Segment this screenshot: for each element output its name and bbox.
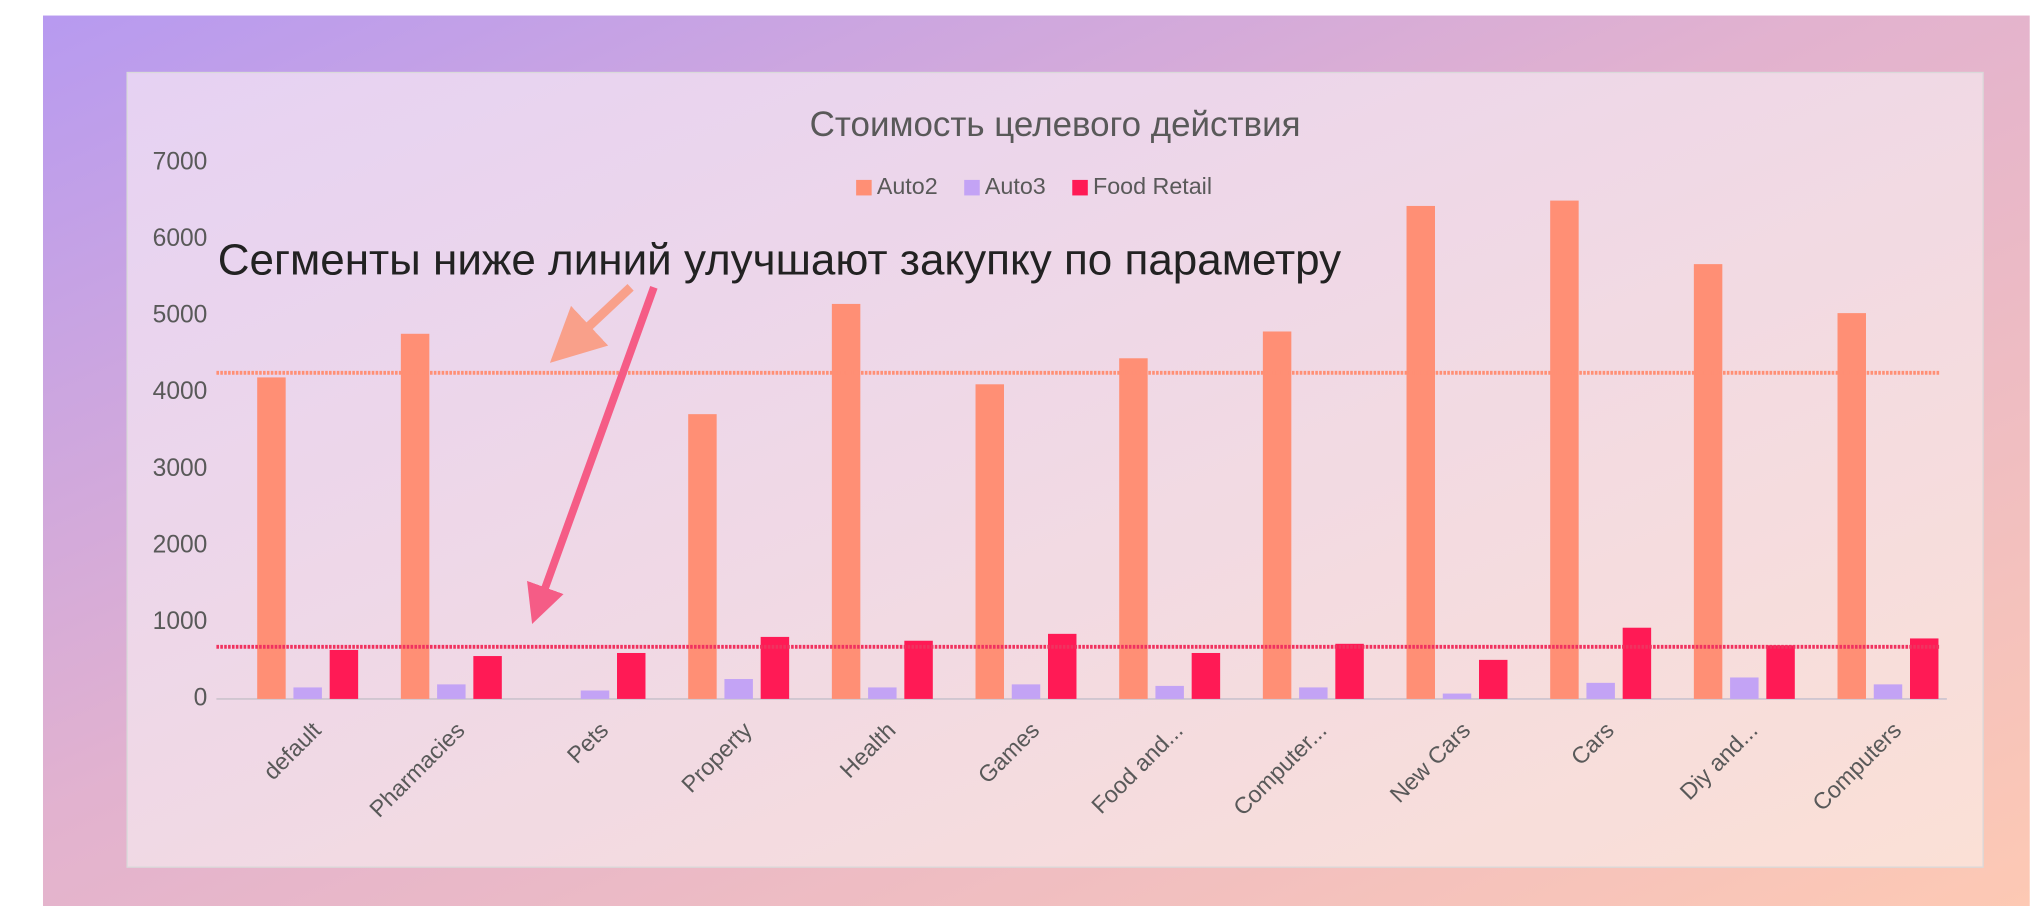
bar	[975, 384, 1004, 699]
legend-swatch	[856, 179, 872, 196]
bar	[1442, 693, 1472, 699]
bar	[1837, 313, 1866, 699]
bar	[868, 687, 897, 699]
bar	[473, 656, 502, 699]
bar	[617, 652, 646, 699]
y-tick-label: 0	[194, 684, 208, 711]
bar	[1622, 627, 1652, 699]
bar	[293, 687, 322, 699]
bar	[1550, 200, 1579, 699]
bar	[1119, 358, 1148, 699]
bar	[1011, 684, 1041, 699]
bar	[257, 377, 286, 699]
bar	[1873, 684, 1903, 699]
bar	[1406, 205, 1435, 699]
bar	[1586, 682, 1615, 699]
legend-label: Food Retail	[1093, 173, 1212, 199]
legend-label: Auto3	[985, 173, 1046, 199]
y-tick-label: 2000	[153, 531, 208, 558]
bar	[1479, 659, 1508, 699]
bar	[1155, 685, 1184, 699]
y-tick-label: 1000	[153, 608, 208, 635]
bar	[904, 640, 933, 699]
bar	[400, 333, 430, 699]
chart-title: Стоимость целевого действия	[810, 105, 1301, 144]
bar	[437, 684, 466, 699]
bar	[1730, 677, 1759, 699]
y-tick-label: 4000	[153, 378, 208, 405]
bar	[1191, 652, 1221, 699]
y-tick-label: 7000	[153, 149, 208, 176]
bar	[580, 690, 610, 699]
bar	[1048, 633, 1077, 699]
bar	[1693, 264, 1723, 699]
bar	[831, 303, 861, 699]
bar	[329, 649, 359, 699]
arrow	[527, 286, 658, 624]
bar	[1299, 687, 1328, 699]
bar	[688, 414, 717, 699]
y-tick-label: 5000	[153, 302, 208, 329]
bar	[724, 679, 753, 699]
arrow	[549, 284, 634, 363]
y-tick-label: 3000	[153, 455, 208, 482]
legend-swatch	[964, 179, 980, 196]
bar	[1766, 645, 1795, 699]
bar	[1335, 643, 1364, 699]
annotation: Сегменты ниже линий улучшают закупку по …	[218, 235, 1341, 284]
y-tick-label: 6000	[153, 225, 208, 252]
chart-panel	[126, 71, 1984, 868]
legend-swatch	[1072, 179, 1088, 196]
bar	[1262, 331, 1292, 699]
legend-label: Auto2	[877, 173, 938, 199]
